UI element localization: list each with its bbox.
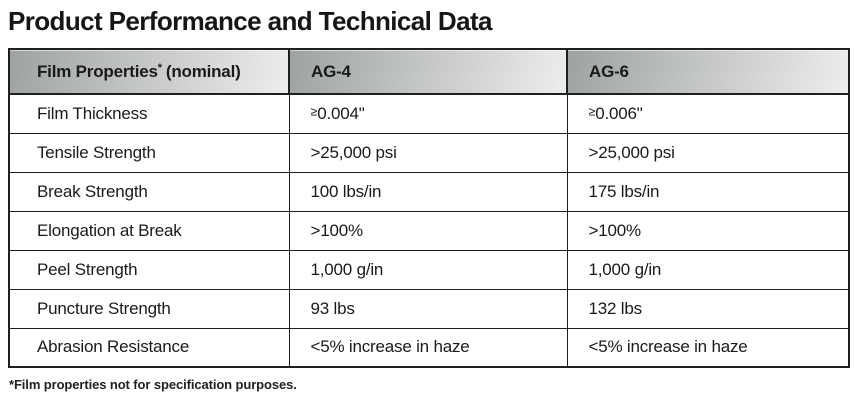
property-cell: Peel Strength [8, 249, 290, 290]
ag4-value-cell: >25,000 psi [288, 132, 568, 173]
ag4-value-cell: 100 lbs/in [288, 171, 568, 212]
ag6-value: 132 lbs [588, 298, 643, 318]
ag6-value-cell: 1,000 g/in [566, 249, 850, 290]
property-cell: Film Thickness [8, 93, 290, 134]
ag6-value-cell: <5% increase in haze [566, 327, 850, 368]
property-cell: Puncture Strength [8, 288, 290, 329]
header-cell-ag6: AG-6 [566, 48, 850, 96]
property-cell: Tensile Strength [8, 132, 290, 173]
footnote: *Film properties not for specification p… [9, 377, 297, 393]
ag4-value-cell: ≥0.004" [288, 93, 568, 134]
ag6-value-cell: >25,000 psi [566, 132, 850, 173]
ag6-value: 175 lbs/in [588, 181, 660, 201]
table-row-peel-strength: Peel Strength 1,000 g/in 1,000 g/in [8, 249, 850, 290]
ag4-value: 100 lbs/in [310, 181, 382, 201]
page-title: Product Performance and Technical Data [8, 6, 492, 36]
film-properties-table: Film Properties* (nominal) AG-4 AG-6 Film… [8, 48, 850, 369]
ag6-value: 1,000 g/in [588, 259, 662, 279]
property-cell: Break Strength [8, 171, 290, 212]
gte-symbol: ≥ [310, 104, 318, 119]
ag4-value-cell: <5% increase in haze [288, 327, 568, 368]
header-property-qualifier: (nominal) [165, 61, 241, 81]
ag4-value: >25,000 psi [310, 142, 397, 162]
ag6-value: >25,000 psi [588, 142, 675, 162]
gte-symbol: ≥ [588, 104, 596, 119]
ag6-value-cell: ≥0.006" [566, 93, 850, 134]
ag6-value-cell: >100% [566, 210, 850, 251]
header-row: Film Properties* (nominal) AG-4 AG-6 [8, 48, 850, 96]
ag4-value: 93 lbs [310, 298, 355, 318]
ag4-value-cell: >100% [288, 210, 568, 251]
ag4-value: 0.004" [317, 103, 365, 123]
table-row-abrasion-resistance: Abrasion Resistance <5% increase in haze… [8, 327, 850, 368]
ag6-value-cell: 132 lbs [566, 288, 850, 329]
ag6-value: >100% [588, 220, 642, 240]
header-cell-ag4: AG-4 [288, 48, 568, 96]
header-cell-film-properties: Film Properties* (nominal) [8, 48, 290, 96]
table-row-break-strength: Break Strength 100 lbs/in 175 lbs/in [8, 171, 850, 212]
ag6-value: <5% increase in haze [588, 337, 748, 357]
property-cell: Abrasion Resistance [8, 327, 290, 368]
ag4-value-cell: 1,000 g/in [288, 249, 568, 290]
header-property-label: Film Properties [37, 61, 158, 81]
table-row-tensile-strength: Tensile Strength >25,000 psi >25,000 psi [8, 132, 850, 173]
table-row-puncture-strength: Puncture Strength 93 lbs 132 lbs [8, 288, 850, 329]
ag6-value: 0.006" [595, 103, 643, 123]
property-cell: Elongation at Break [8, 210, 290, 251]
ag4-value: >100% [310, 220, 364, 240]
table-row-elongation-at-break: Elongation at Break >100% >100% [8, 210, 850, 251]
ag4-value-cell: 93 lbs [288, 288, 568, 329]
ag4-value: <5% increase in haze [310, 337, 470, 357]
table-row-film-thickness: Film Thickness ≥0.004" ≥0.006" [8, 93, 850, 134]
ag6-value-cell: 175 lbs/in [566, 171, 850, 212]
footnote-asterisk: * [157, 61, 162, 74]
ag4-value: 1,000 g/in [310, 259, 384, 279]
